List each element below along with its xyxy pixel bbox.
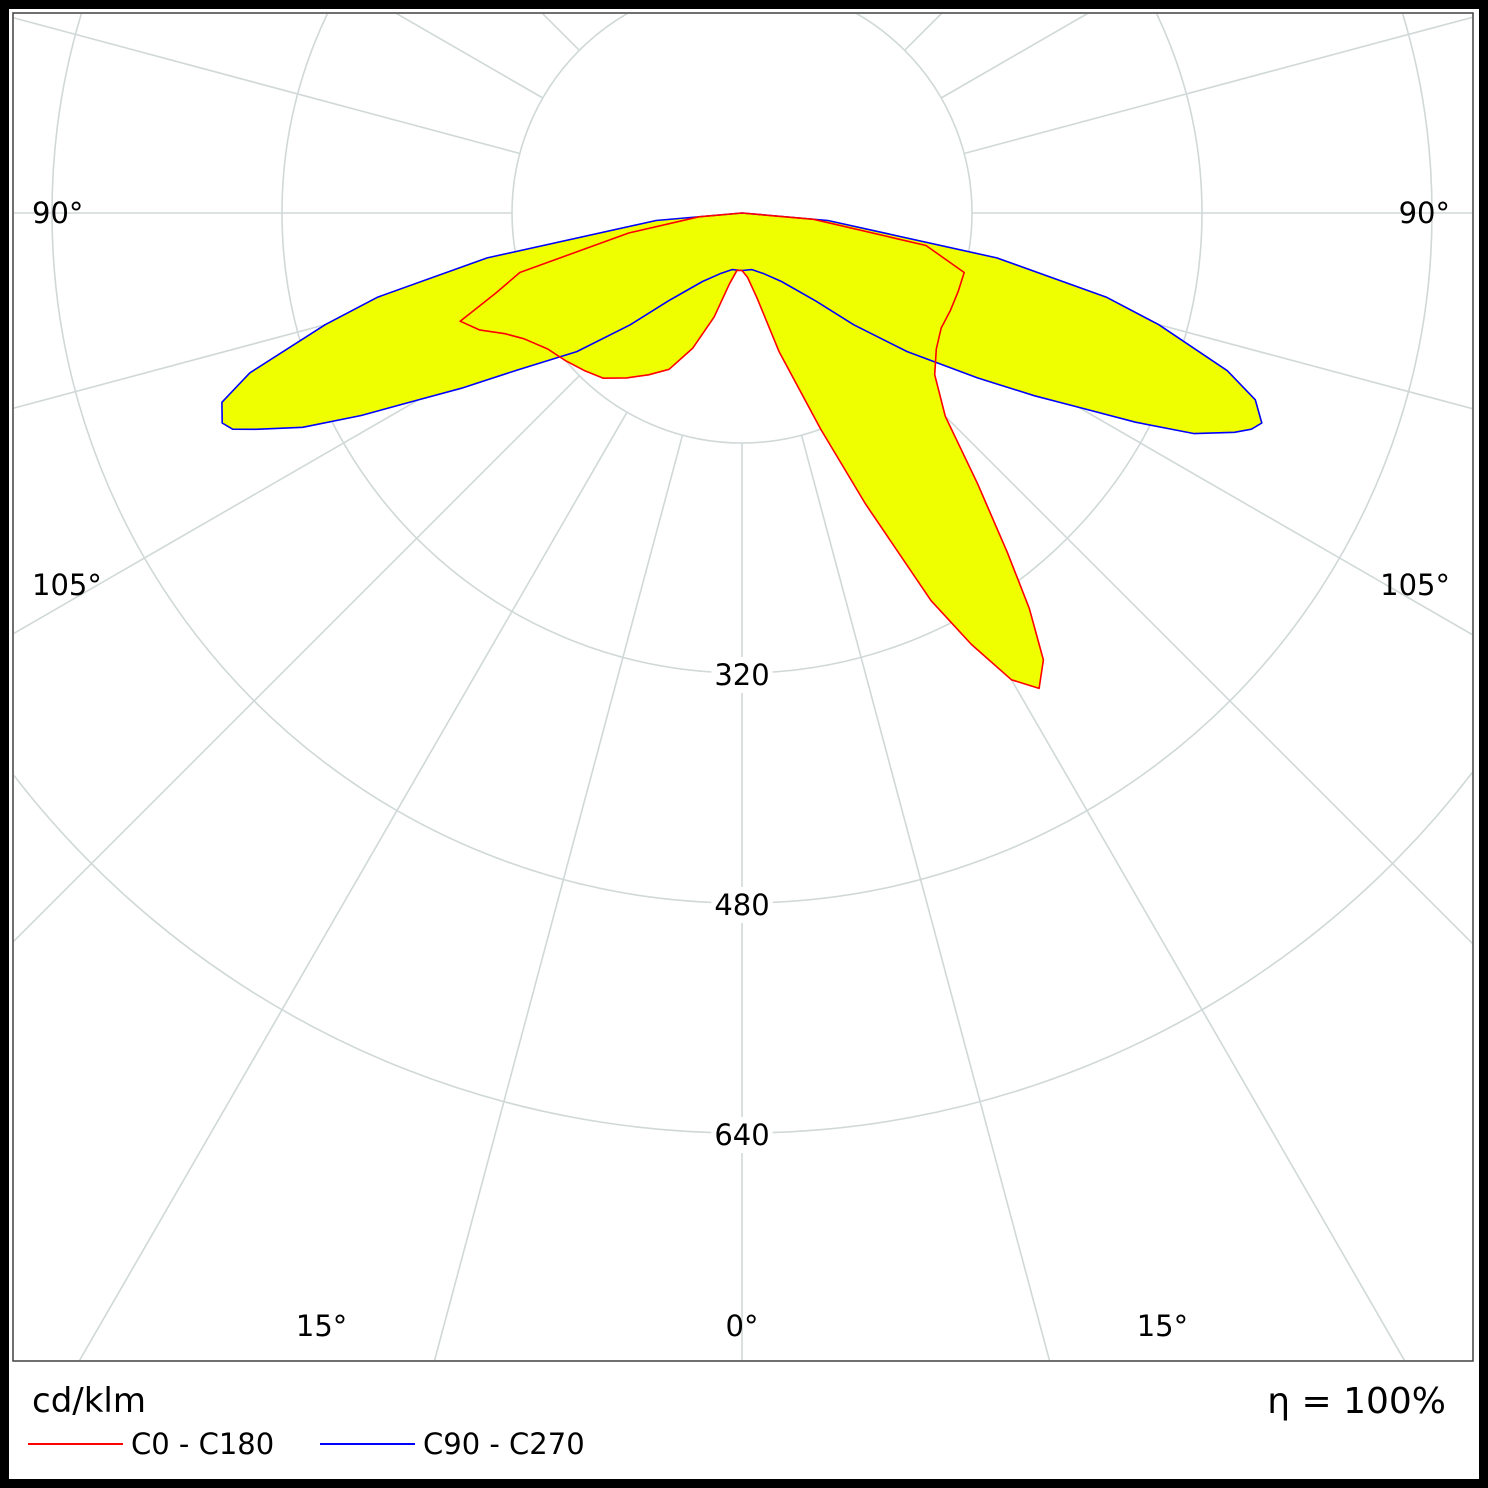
angle-label-left-105: 105° [32, 568, 102, 602]
radial-label-480: 480 [714, 888, 769, 922]
grid-spoke [14, 17, 521, 155]
grid-spoke [940, 14, 1089, 99]
legend-item-c0-c180: C0 - C180 [28, 1426, 274, 1462]
grid-spoke [14, 375, 580, 943]
angle-label-bottom-1: 15° [296, 1309, 347, 1343]
grid-spoke [856, 411, 1406, 1360]
fill-c0-c180 [460, 213, 1044, 689]
distribution-curves [221, 212, 1263, 690]
grid-spoke [14, 271, 521, 409]
angle-label-right-90: 90° [1399, 196, 1450, 230]
angle-label-left-90: 90° [32, 196, 83, 230]
grid-spoke [78, 411, 628, 1360]
radial-label-bg [711, 657, 773, 693]
grid-spoke [963, 16, 1472, 155]
grid-spoke [800, 434, 1051, 1360]
curve-c0-c180 [459, 212, 1045, 690]
legend-item-c90-c270: C90 - C270 [320, 1426, 585, 1462]
unit-label: cd/klm [32, 1381, 146, 1421]
legend-label-c90-c270: C90 - C270 [423, 1427, 585, 1461]
grid-spoke [963, 271, 1472, 410]
radial-label-640: 640 [714, 1118, 769, 1152]
angle-label-right-105: 105° [1380, 568, 1450, 602]
legend-swatch-c90-c270 [320, 1443, 415, 1445]
grid-spoke [940, 327, 1472, 636]
grid-spoke [626, 14, 627, 15]
angle-label-bottom-3: 15° [1137, 1309, 1188, 1343]
axis-labels: 320480640105°105°90°90°75°75°60°60°45°45… [32, 196, 1450, 1343]
grid-spoke [904, 14, 943, 51]
grid-spoke [857, 14, 858, 15]
legend-label-c0-c180: C0 - C180 [131, 1427, 275, 1461]
radial-label-bg [711, 887, 773, 923]
legend-swatch-c0-c180 [28, 1443, 123, 1445]
grid-spoke [433, 434, 684, 1360]
grid-spoke [904, 375, 1472, 945]
plot-border [12, 12, 1474, 1362]
fill-c90-c270 [221, 213, 1262, 434]
grid-spoke [541, 14, 580, 51]
angle-label-bottom-2: 0° [726, 1309, 759, 1343]
radial-label-320: 320 [714, 658, 769, 692]
radial-label-bg [711, 1117, 773, 1153]
efficiency-label: η = 100% [1267, 1381, 1446, 1422]
grid-circle-640 [14, 771, 1472, 1134]
grid-spoke [14, 327, 544, 635]
